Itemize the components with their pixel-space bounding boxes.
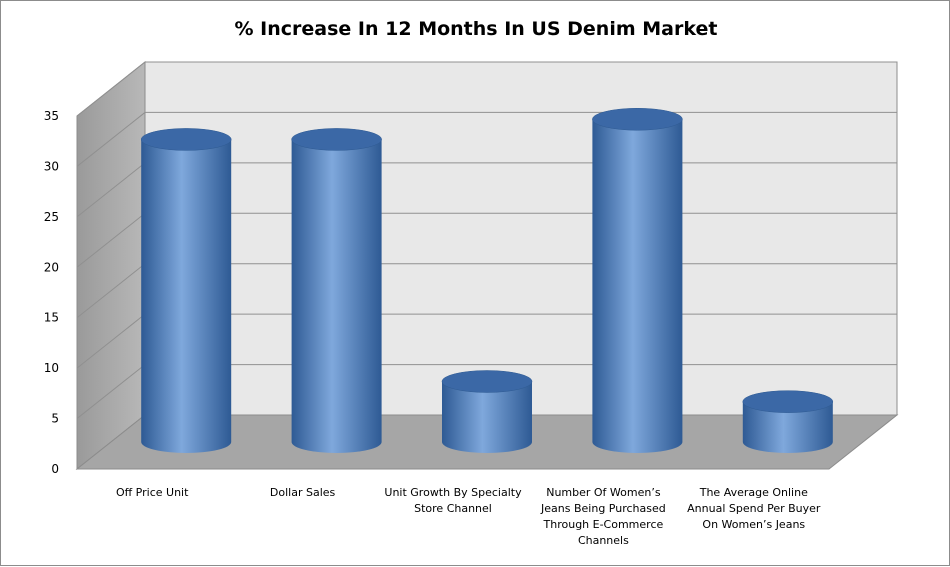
x-category-label: Dollar Sales bbox=[270, 486, 336, 499]
bar-body bbox=[291, 139, 382, 454]
x-category-label: The Average Online Annual Spend Per Buyer… bbox=[687, 486, 821, 531]
y-tick-label: 15 bbox=[44, 311, 59, 325]
x-category-label: Number Of Women’s Jeans Being Purchased Th… bbox=[540, 486, 666, 547]
y-tick-label: 0 bbox=[51, 462, 59, 476]
bar-top bbox=[291, 128, 382, 151]
y-tick-label: 5 bbox=[51, 412, 59, 426]
bar bbox=[592, 108, 683, 454]
bar bbox=[441, 370, 533, 453]
bar bbox=[742, 390, 834, 454]
bar bbox=[291, 128, 382, 454]
bar-body bbox=[592, 119, 683, 454]
bar-body bbox=[742, 401, 833, 454]
bar-top bbox=[441, 370, 533, 393]
side-wall bbox=[76, 60, 146, 471]
back-wall bbox=[144, 61, 898, 416]
y-tick-label: 25 bbox=[44, 210, 59, 224]
x-category-label: Unit Growth By Specialty Store Channel bbox=[384, 486, 522, 515]
y-tick-label: 35 bbox=[44, 109, 59, 123]
bar-body bbox=[141, 139, 232, 454]
x-axis: Off Price Unit Dollar Sales Unit Growth By… bbox=[116, 486, 821, 547]
y-axis: 0 5 10 15 20 25 30 35 bbox=[44, 109, 59, 476]
chart-title: % Increase In 12 Months In US Denim Mark… bbox=[235, 18, 718, 40]
y-tick-label: 20 bbox=[44, 260, 59, 274]
bar-top bbox=[742, 390, 834, 413]
bar-series bbox=[140, 108, 834, 454]
bar-body bbox=[442, 381, 532, 453]
y-tick-label: 30 bbox=[44, 159, 59, 173]
bar-top bbox=[592, 108, 683, 131]
y-tick-label: 10 bbox=[44, 361, 59, 375]
bar bbox=[140, 128, 232, 454]
bar-top bbox=[140, 128, 232, 151]
gridline bbox=[76, 61, 897, 117]
x-category-label: Off Price Unit bbox=[116, 486, 189, 499]
